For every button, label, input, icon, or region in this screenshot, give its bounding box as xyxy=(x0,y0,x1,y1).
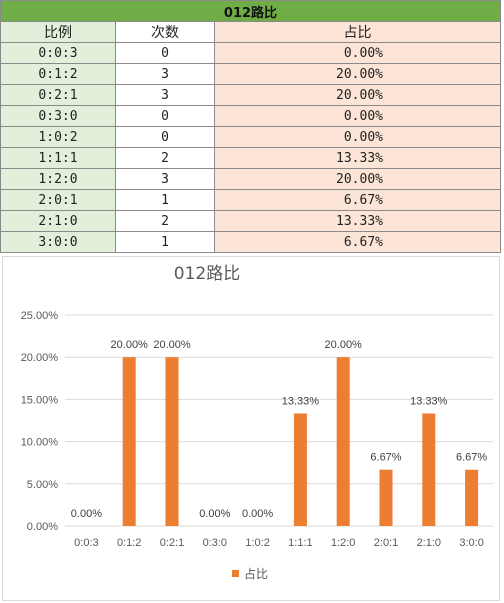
cell-percent: 0.00% xyxy=(214,105,501,127)
header-ratio: 比例 xyxy=(0,21,116,43)
cell-percent: 13.33% xyxy=(214,147,501,169)
table-row: 1:1:1 2 13.33% xyxy=(0,147,501,169)
cell-count: 0 xyxy=(115,126,215,148)
legend[interactable]: 占比 xyxy=(232,566,268,581)
y-tick-label: 10.00% xyxy=(21,437,59,449)
cell-ratio: 0:1:2 xyxy=(0,63,116,85)
data-label: 0.00% xyxy=(199,508,230,520)
table-row: 1:2:0 3 20.00% xyxy=(0,168,501,190)
bar xyxy=(293,413,307,526)
x-tick-label: 3:0:0 xyxy=(459,537,483,549)
header-percent: 占比 xyxy=(214,21,501,43)
x-axis: 0:0:3 0:1:2 0:2:1 0:3:0 1:0:2 1:1:1 1:2:0 2:0:1… xyxy=(74,537,484,549)
cell-count: 2 xyxy=(115,210,215,232)
ratio-table: 012路比 比例 次数 占比 0:0:3 0 0.00% 0:1:2 3 20.… xyxy=(0,0,501,253)
x-tick-label: 1:2:0 xyxy=(331,537,355,549)
chart-canvas: 012路比 0.00% 5.00% 10.00% 15.00% 20.00% 25.00%… xyxy=(21,264,493,581)
chart-title: 012路比 xyxy=(174,264,240,284)
cell-percent: 6.67% xyxy=(214,231,501,253)
x-tick-label: 0:2:1 xyxy=(160,537,184,549)
x-tick-label: 0:3:0 xyxy=(203,537,227,549)
data-labels: 0.00% 20.00% 20.00% 0.00% 0.00% 13.33% 20.00% 6… xyxy=(71,339,488,520)
gridlines xyxy=(65,314,493,527)
data-label: 13.33% xyxy=(410,395,448,407)
legend-label: 占比 xyxy=(244,566,268,581)
cell-percent: 20.00% xyxy=(214,168,501,190)
table-row: 0:3:0 0 0.00% xyxy=(0,105,501,127)
cell-ratio: 1:1:1 xyxy=(0,147,116,169)
data-label: 20.00% xyxy=(111,339,149,351)
data-label: 20.00% xyxy=(153,339,191,351)
cell-ratio: 0:0:3 xyxy=(0,42,116,64)
cell-percent: 13.33% xyxy=(214,210,501,232)
cell-count: 0 xyxy=(115,42,215,64)
cell-count: 1 xyxy=(115,231,215,253)
table-row: 2:0:1 1 6.67% xyxy=(0,189,501,211)
cell-ratio: 2:0:1 xyxy=(0,189,116,211)
x-tick-label: 0:0:3 xyxy=(74,537,98,549)
y-tick-label: 15.00% xyxy=(21,394,59,406)
data-label: 0.00% xyxy=(242,508,273,520)
cell-ratio: 1:0:2 xyxy=(0,126,116,148)
cell-percent: 0.00% xyxy=(214,126,501,148)
table-title: 012路比 xyxy=(0,0,501,22)
data-label: 6.67% xyxy=(456,452,487,464)
table-row: 0:1:2 3 20.00% xyxy=(0,63,501,85)
x-tick-label: 1:1:1 xyxy=(288,537,312,549)
bar xyxy=(379,469,393,526)
bar xyxy=(122,357,136,526)
cell-percent: 0.00% xyxy=(214,42,501,64)
table-row: 2:1:0 2 13.33% xyxy=(0,210,501,232)
header-count: 次数 xyxy=(115,21,215,43)
bar xyxy=(336,357,350,526)
cell-count: 3 xyxy=(115,63,215,85)
x-tick-label: 1:0:2 xyxy=(245,537,269,549)
bar xyxy=(422,413,436,526)
cell-ratio: 2:1:0 xyxy=(0,210,116,232)
data-label: 6.67% xyxy=(370,452,401,464)
bar xyxy=(165,357,179,526)
cell-count: 2 xyxy=(115,147,215,169)
table-row: 1:0:2 0 0.00% xyxy=(0,126,501,148)
cell-count: 3 xyxy=(115,84,215,106)
data-label: 20.00% xyxy=(325,339,363,351)
cell-percent: 20.00% xyxy=(214,84,501,106)
cell-percent: 6.67% xyxy=(214,189,501,211)
cell-percent: 20.00% xyxy=(214,63,501,85)
y-axis: 0.00% 5.00% 10.00% 15.00% 20.00% 25.00% xyxy=(21,310,59,533)
cell-ratio: 0:3:0 xyxy=(0,105,116,127)
cell-count: 1 xyxy=(115,189,215,211)
cell-ratio: 0:2:1 xyxy=(0,84,116,106)
table-row: 3:0:0 1 6.67% xyxy=(0,231,501,253)
y-tick-label: 5.00% xyxy=(27,479,58,491)
bar-chart[interactable]: 012路比 0.00% 5.00% 10.00% 15.00% 20.00% 25.00%… xyxy=(2,256,500,601)
cell-ratio: 1:2:0 xyxy=(0,168,116,190)
y-tick-label: 20.00% xyxy=(21,352,59,364)
data-label: 0.00% xyxy=(71,508,102,520)
x-tick-label: 0:1:2 xyxy=(117,537,141,549)
table-row: 0:2:1 3 20.00% xyxy=(0,84,501,106)
data-label: 13.33% xyxy=(282,395,320,407)
y-tick-label: 25.00% xyxy=(21,310,59,322)
legend-swatch xyxy=(232,570,239,577)
cell-count: 3 xyxy=(115,168,215,190)
x-tick-label: 2:1:0 xyxy=(417,537,441,549)
bars xyxy=(122,357,479,526)
x-tick-label: 2:0:1 xyxy=(374,537,398,549)
y-tick-label: 0.00% xyxy=(27,521,58,533)
cell-ratio: 3:0:0 xyxy=(0,231,116,253)
cell-count: 0 xyxy=(115,105,215,127)
table-header-row: 比例 次数 占比 xyxy=(0,21,501,43)
table-row: 0:0:3 0 0.00% xyxy=(0,42,501,64)
bar xyxy=(465,469,479,526)
